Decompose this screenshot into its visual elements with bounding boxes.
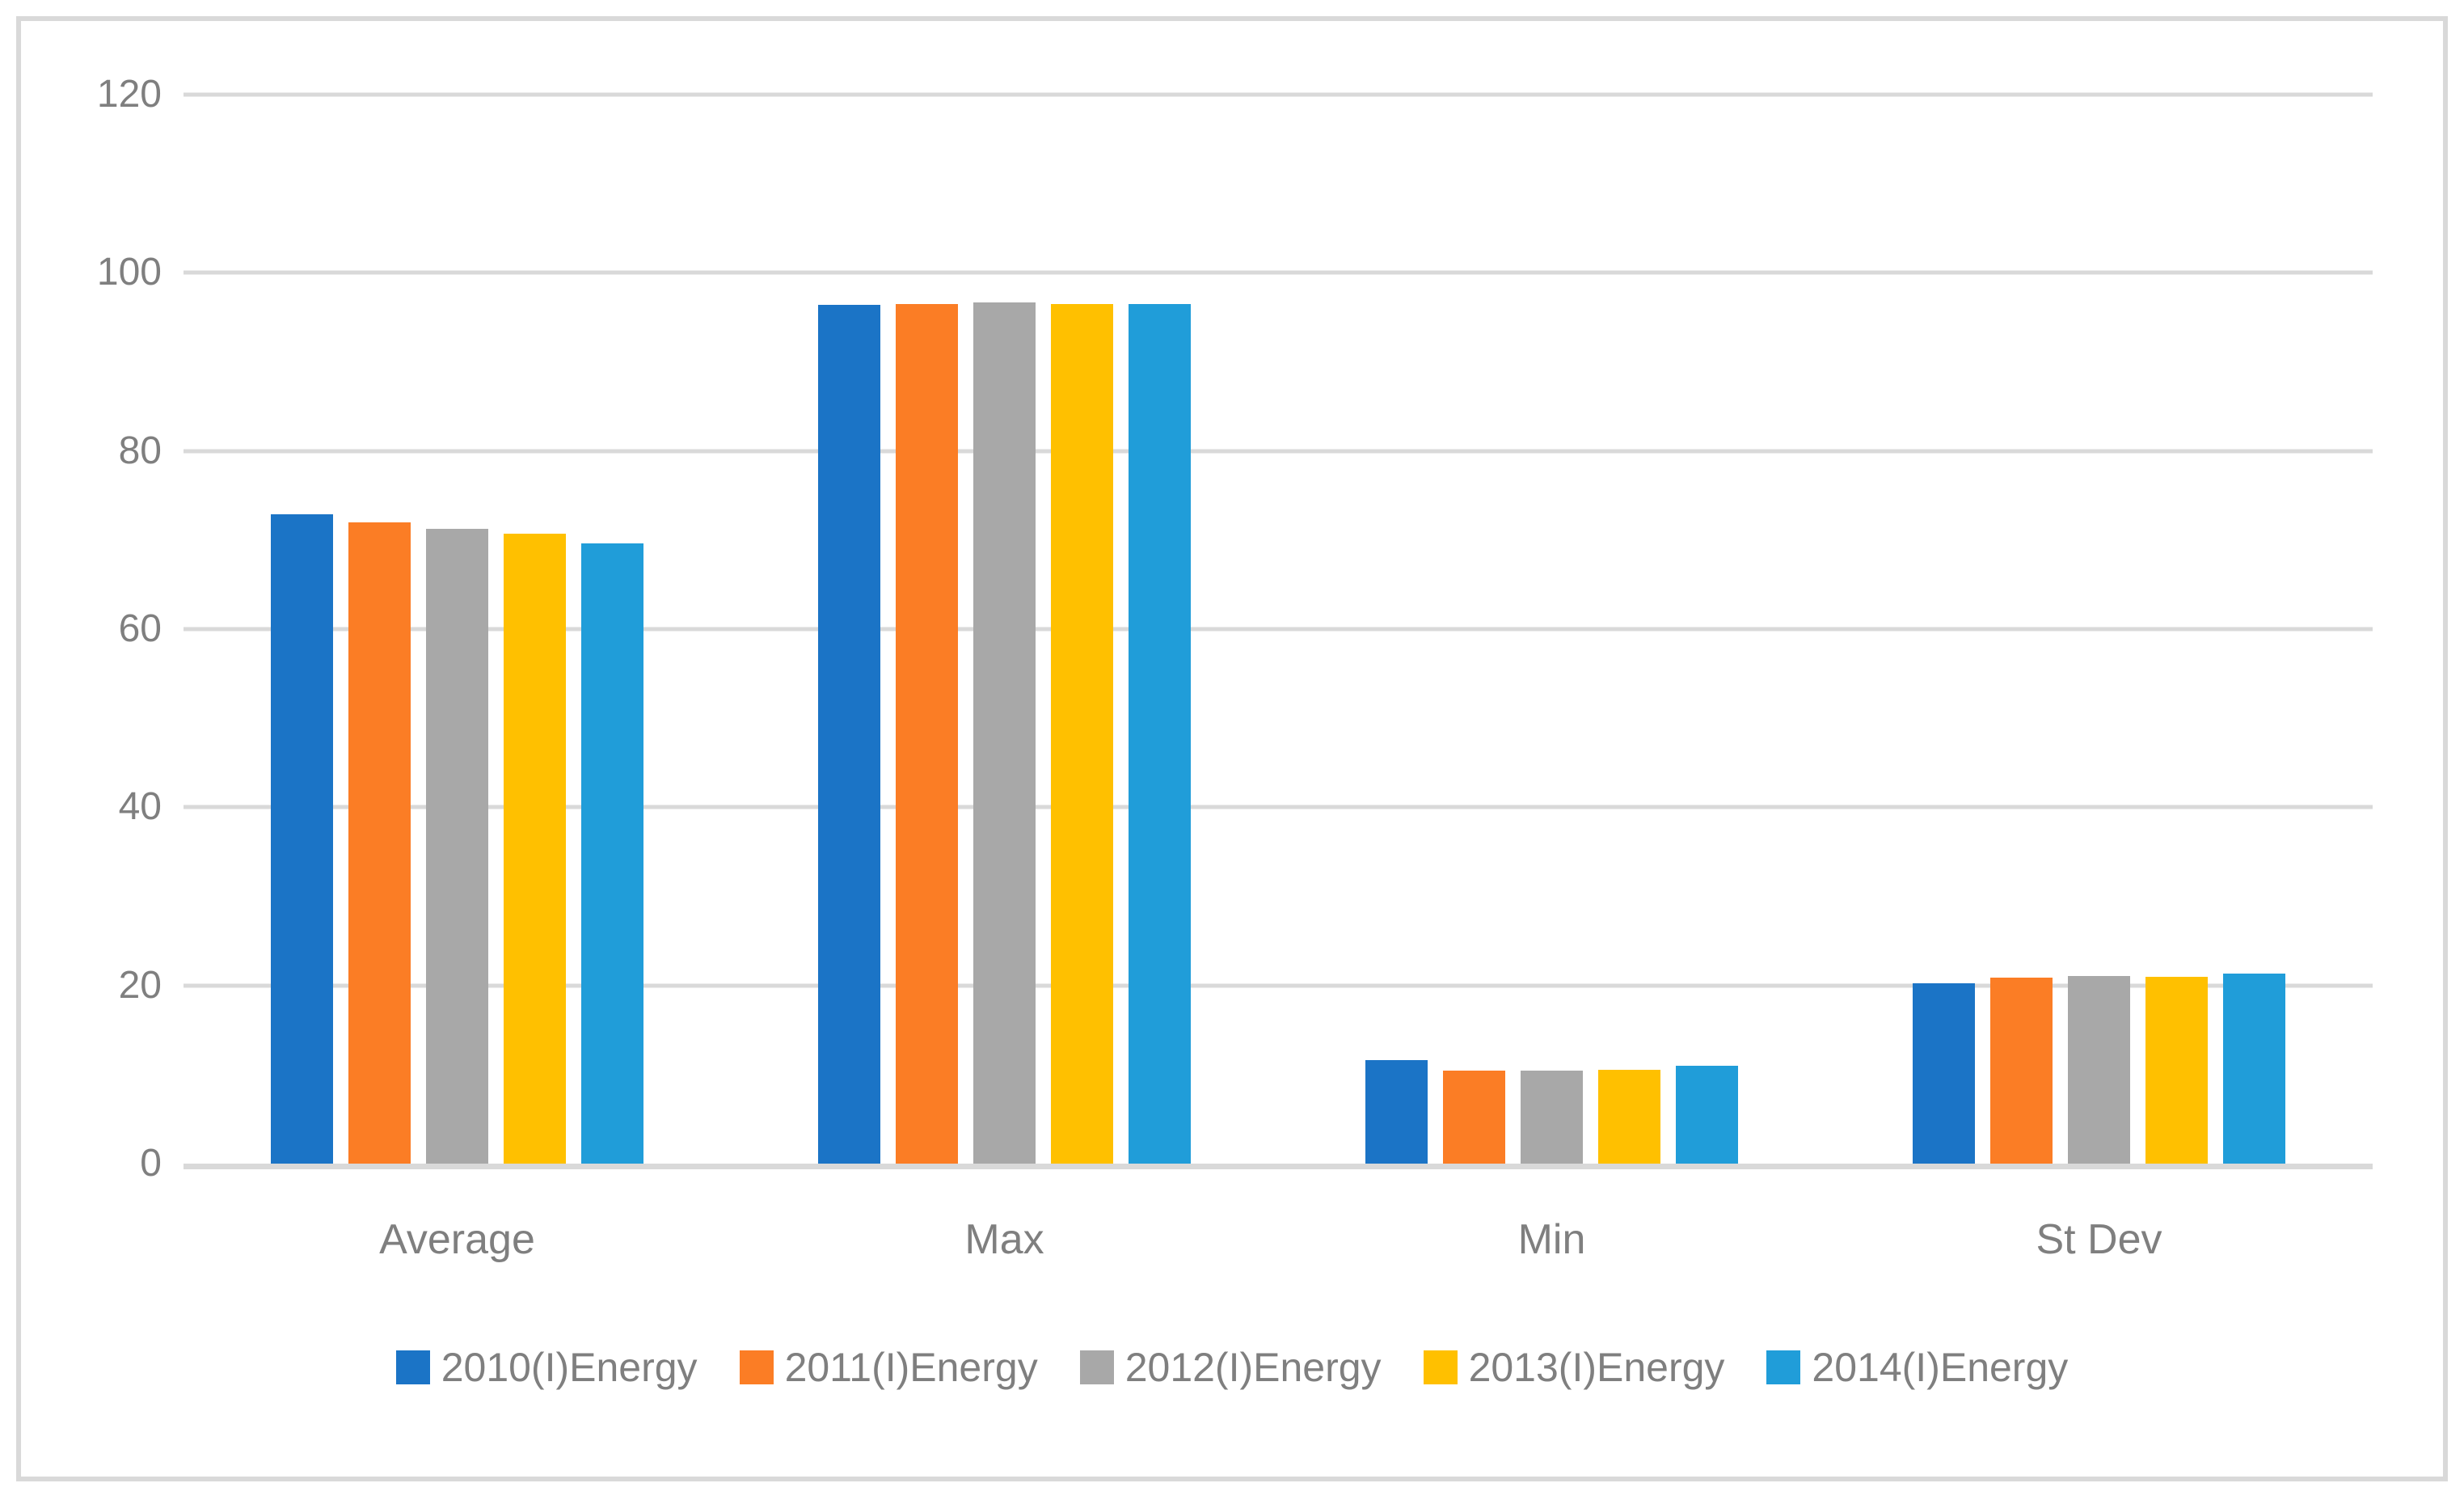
legend-label: 2011(I)Energy bbox=[784, 1345, 1038, 1390]
legend-item: 2014(I)Energy bbox=[1766, 1342, 2068, 1392]
chart-border bbox=[16, 16, 2448, 1481]
gridline bbox=[184, 983, 2373, 988]
bar-2010(I)Energy bbox=[1365, 1060, 1428, 1164]
bar-2011(I)Energy bbox=[1443, 1071, 1505, 1164]
category-label: Min bbox=[1517, 1216, 1586, 1263]
category-label: St Dev bbox=[2036, 1216, 2162, 1263]
y-tick-label: 40 bbox=[118, 785, 162, 829]
y-tick-label: 100 bbox=[96, 251, 162, 294]
category-label: Average bbox=[379, 1216, 535, 1263]
bar-group-st-dev bbox=[1825, 95, 2373, 1164]
legend-item: 2011(I)Energy bbox=[739, 1342, 1038, 1392]
gridline bbox=[184, 805, 2373, 809]
bar-2012(I)Energy bbox=[1521, 1071, 1583, 1164]
y-tick-label: 60 bbox=[118, 607, 162, 650]
gridline bbox=[184, 449, 2373, 454]
bar-2011(I)Energy bbox=[896, 303, 958, 1164]
bar-group-average bbox=[184, 95, 731, 1164]
bar-2011(I)Energy bbox=[1990, 977, 2053, 1164]
legend-item: 2012(I)Energy bbox=[1079, 1342, 1382, 1392]
legend-swatch-icon bbox=[395, 1350, 430, 1384]
bar-groups bbox=[184, 95, 2373, 1164]
legend-label: 2014(I)Energy bbox=[1812, 1345, 2069, 1390]
y-tick-label: 20 bbox=[118, 963, 162, 1007]
bar-2014(I)Energy bbox=[1676, 1065, 1738, 1164]
x-axis: Average Max Min St Dev bbox=[184, 1211, 2373, 1268]
bar-2014(I)Energy bbox=[581, 543, 643, 1164]
y-tick-label: 120 bbox=[96, 73, 162, 116]
y-tick-label: 80 bbox=[118, 429, 162, 472]
legend-swatch-icon bbox=[1766, 1350, 1801, 1384]
bar-2013(I)Energy bbox=[1598, 1070, 1660, 1164]
bar-2014(I)Energy bbox=[2223, 974, 2285, 1164]
gridline bbox=[184, 627, 2373, 632]
bar-2013(I)Energy bbox=[504, 534, 566, 1164]
plot-area bbox=[184, 92, 2373, 1169]
bar-group-min bbox=[1278, 95, 1825, 1164]
legend-label: 2013(I)Energy bbox=[1468, 1345, 1725, 1390]
bar-2012(I)Energy bbox=[973, 302, 1036, 1164]
legend-label: 2012(I)Energy bbox=[1124, 1345, 1382, 1390]
bar-2012(I)Energy bbox=[2068, 975, 2130, 1164]
legend-swatch-icon bbox=[1079, 1350, 1114, 1384]
legend-item: 2010(I)Energy bbox=[395, 1342, 698, 1392]
bar-group-max bbox=[731, 95, 1278, 1164]
bar-2010(I)Energy bbox=[1913, 983, 1975, 1164]
bar-2011(I)Energy bbox=[348, 522, 411, 1164]
bar-2013(I)Energy bbox=[1051, 303, 1113, 1164]
legend: 2010(I)Energy 2011(I)Energy 2012(I)Energy 2… bbox=[0, 1342, 2464, 1392]
gridline bbox=[184, 92, 2373, 97]
y-tick-label: 0 bbox=[140, 1142, 162, 1185]
bar-2010(I)Energy bbox=[271, 513, 333, 1164]
legend-item: 2013(I)Energy bbox=[1423, 1342, 1725, 1392]
bar-2012(I)Energy bbox=[426, 528, 488, 1164]
bar-2010(I)Energy bbox=[818, 305, 880, 1164]
bar-2013(I)Energy bbox=[2145, 976, 2208, 1164]
legend-label: 2010(I)Energy bbox=[441, 1345, 698, 1390]
category-label: Max bbox=[964, 1216, 1044, 1263]
gridline bbox=[184, 270, 2373, 275]
legend-swatch-icon bbox=[739, 1350, 774, 1384]
bar-2014(I)Energy bbox=[1129, 303, 1191, 1164]
x-axis-line bbox=[184, 1164, 2373, 1169]
legend-swatch-icon bbox=[1423, 1350, 1458, 1384]
